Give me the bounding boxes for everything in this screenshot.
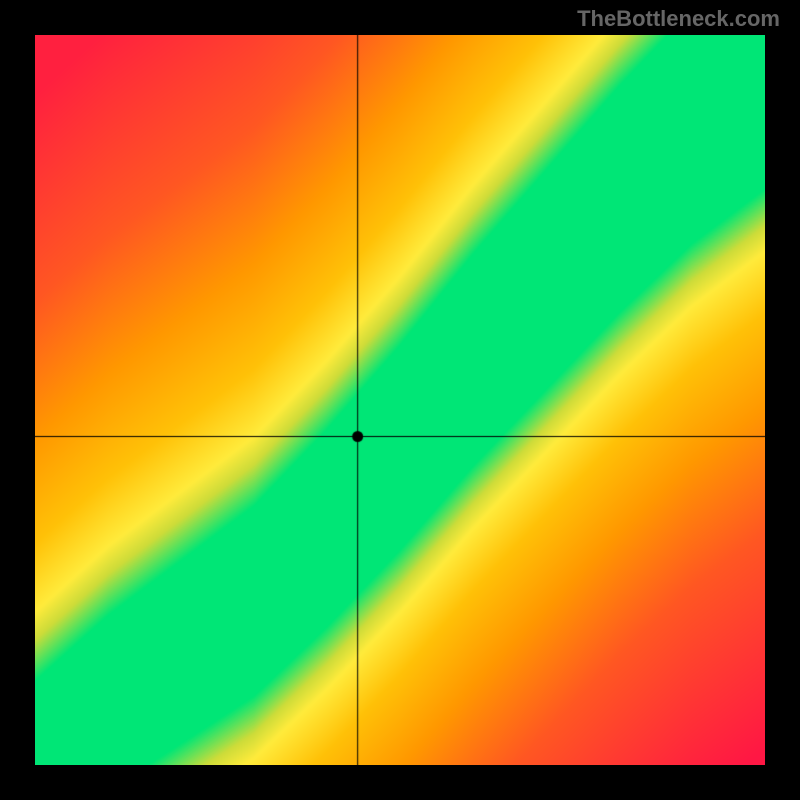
attribution-text: TheBottleneck.com (577, 6, 780, 32)
bottleneck-heatmap (35, 35, 765, 765)
chart-container: TheBottleneck.com (0, 0, 800, 800)
